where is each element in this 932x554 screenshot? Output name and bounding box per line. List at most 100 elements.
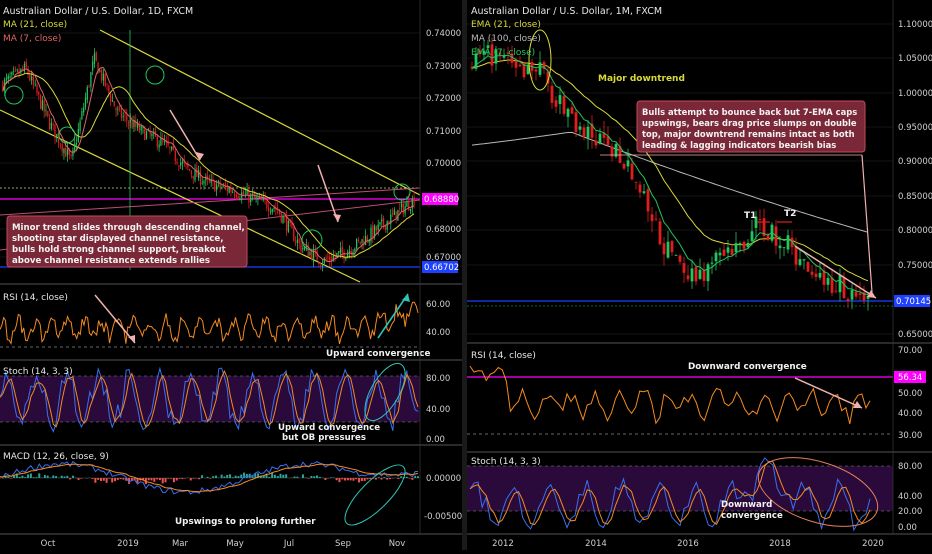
- candle[interactable]: [719, 253, 722, 256]
- candle[interactable]: [245, 194, 246, 195]
- candle[interactable]: [807, 262, 810, 272]
- candle[interactable]: [180, 163, 181, 165]
- candle[interactable]: [535, 70, 538, 72]
- candle[interactable]: [227, 186, 228, 191]
- candle[interactable]: [381, 219, 382, 221]
- candle[interactable]: [9, 76, 10, 77]
- candle[interactable]: [356, 239, 357, 248]
- candle[interactable]: [132, 121, 133, 128]
- candle[interactable]: [67, 150, 68, 156]
- candle[interactable]: [320, 265, 321, 266]
- candle[interactable]: [101, 70, 102, 80]
- candle[interactable]: [117, 109, 118, 110]
- candle[interactable]: [639, 185, 642, 193]
- candle[interactable]: [691, 268, 694, 281]
- candle[interactable]: [121, 108, 122, 117]
- candle[interactable]: [56, 134, 57, 136]
- candle[interactable]: [178, 165, 179, 166]
- candle[interactable]: [302, 248, 303, 249]
- candle[interactable]: [338, 251, 339, 252]
- candle[interactable]: [232, 192, 233, 193]
- candle[interactable]: [114, 101, 115, 106]
- candle[interactable]: [126, 115, 127, 120]
- candle[interactable]: [123, 116, 124, 117]
- candle[interactable]: [318, 262, 319, 264]
- candle[interactable]: [759, 219, 762, 220]
- candle[interactable]: [194, 169, 195, 180]
- candle[interactable]: [167, 141, 168, 146]
- candle[interactable]: [6, 78, 7, 79]
- candle[interactable]: [81, 111, 82, 119]
- candle[interactable]: [71, 155, 72, 156]
- candle[interactable]: [372, 226, 373, 238]
- candle[interactable]: [45, 110, 46, 111]
- candle[interactable]: [655, 219, 658, 220]
- candle[interactable]: [551, 86, 554, 103]
- candle[interactable]: [157, 136, 158, 146]
- candle[interactable]: [399, 208, 400, 209]
- candle[interactable]: [751, 231, 754, 241]
- candle[interactable]: [106, 84, 107, 85]
- candle[interactable]: [563, 96, 566, 114]
- candle[interactable]: [83, 107, 84, 112]
- candle[interactable]: [202, 183, 203, 184]
- candle[interactable]: [115, 108, 116, 110]
- candle[interactable]: [144, 129, 145, 140]
- candle[interactable]: [855, 292, 858, 297]
- candle[interactable]: [216, 185, 217, 191]
- candle[interactable]: [105, 74, 106, 86]
- candle[interactable]: [175, 151, 176, 161]
- candle[interactable]: [47, 111, 48, 116]
- candle[interactable]: [329, 257, 330, 261]
- candle[interactable]: [36, 85, 37, 93]
- candle[interactable]: [342, 247, 343, 253]
- candle[interactable]: [313, 251, 314, 262]
- candle[interactable]: [272, 209, 273, 212]
- candle[interactable]: [198, 170, 199, 178]
- candle[interactable]: [299, 239, 300, 243]
- candle[interactable]: [234, 194, 235, 196]
- candle[interactable]: [811, 272, 814, 275]
- candle[interactable]: [62, 144, 63, 151]
- candle[interactable]: [360, 242, 361, 244]
- candle[interactable]: [103, 74, 104, 81]
- candle[interactable]: [679, 256, 682, 262]
- candle[interactable]: [176, 162, 177, 164]
- candle[interactable]: [15, 69, 16, 70]
- candle[interactable]: [214, 182, 215, 192]
- candle[interactable]: [322, 265, 323, 267]
- candle[interactable]: [169, 147, 170, 148]
- candle[interactable]: [379, 222, 380, 224]
- candle[interactable]: [787, 235, 790, 249]
- candle[interactable]: [203, 181, 204, 183]
- candle[interactable]: [819, 273, 822, 278]
- candle[interactable]: [403, 204, 404, 214]
- candle[interactable]: [288, 221, 289, 233]
- candle[interactable]: [567, 109, 570, 117]
- candle[interactable]: [151, 134, 152, 136]
- candle[interactable]: [703, 270, 706, 280]
- candle[interactable]: [647, 189, 650, 211]
- candle[interactable]: [293, 228, 294, 241]
- candle[interactable]: [286, 216, 287, 230]
- candle[interactable]: [96, 52, 97, 61]
- candle[interactable]: [651, 214, 654, 221]
- candle[interactable]: [349, 251, 350, 253]
- candle[interactable]: [112, 100, 113, 101]
- candle[interactable]: [859, 293, 862, 295]
- candle[interactable]: [683, 263, 686, 273]
- candle[interactable]: [63, 149, 64, 154]
- candle[interactable]: [394, 210, 395, 215]
- candle[interactable]: [33, 76, 34, 84]
- candle[interactable]: [141, 126, 142, 130]
- candle[interactable]: [327, 258, 328, 259]
- candle[interactable]: [851, 290, 854, 300]
- candle[interactable]: [675, 255, 678, 256]
- candle[interactable]: [406, 202, 407, 207]
- candle[interactable]: [119, 108, 120, 109]
- candle[interactable]: [297, 240, 298, 243]
- candle[interactable]: [575, 112, 578, 132]
- candle[interactable]: [92, 62, 93, 71]
- candle[interactable]: [743, 242, 746, 249]
- candle[interactable]: [843, 277, 846, 298]
